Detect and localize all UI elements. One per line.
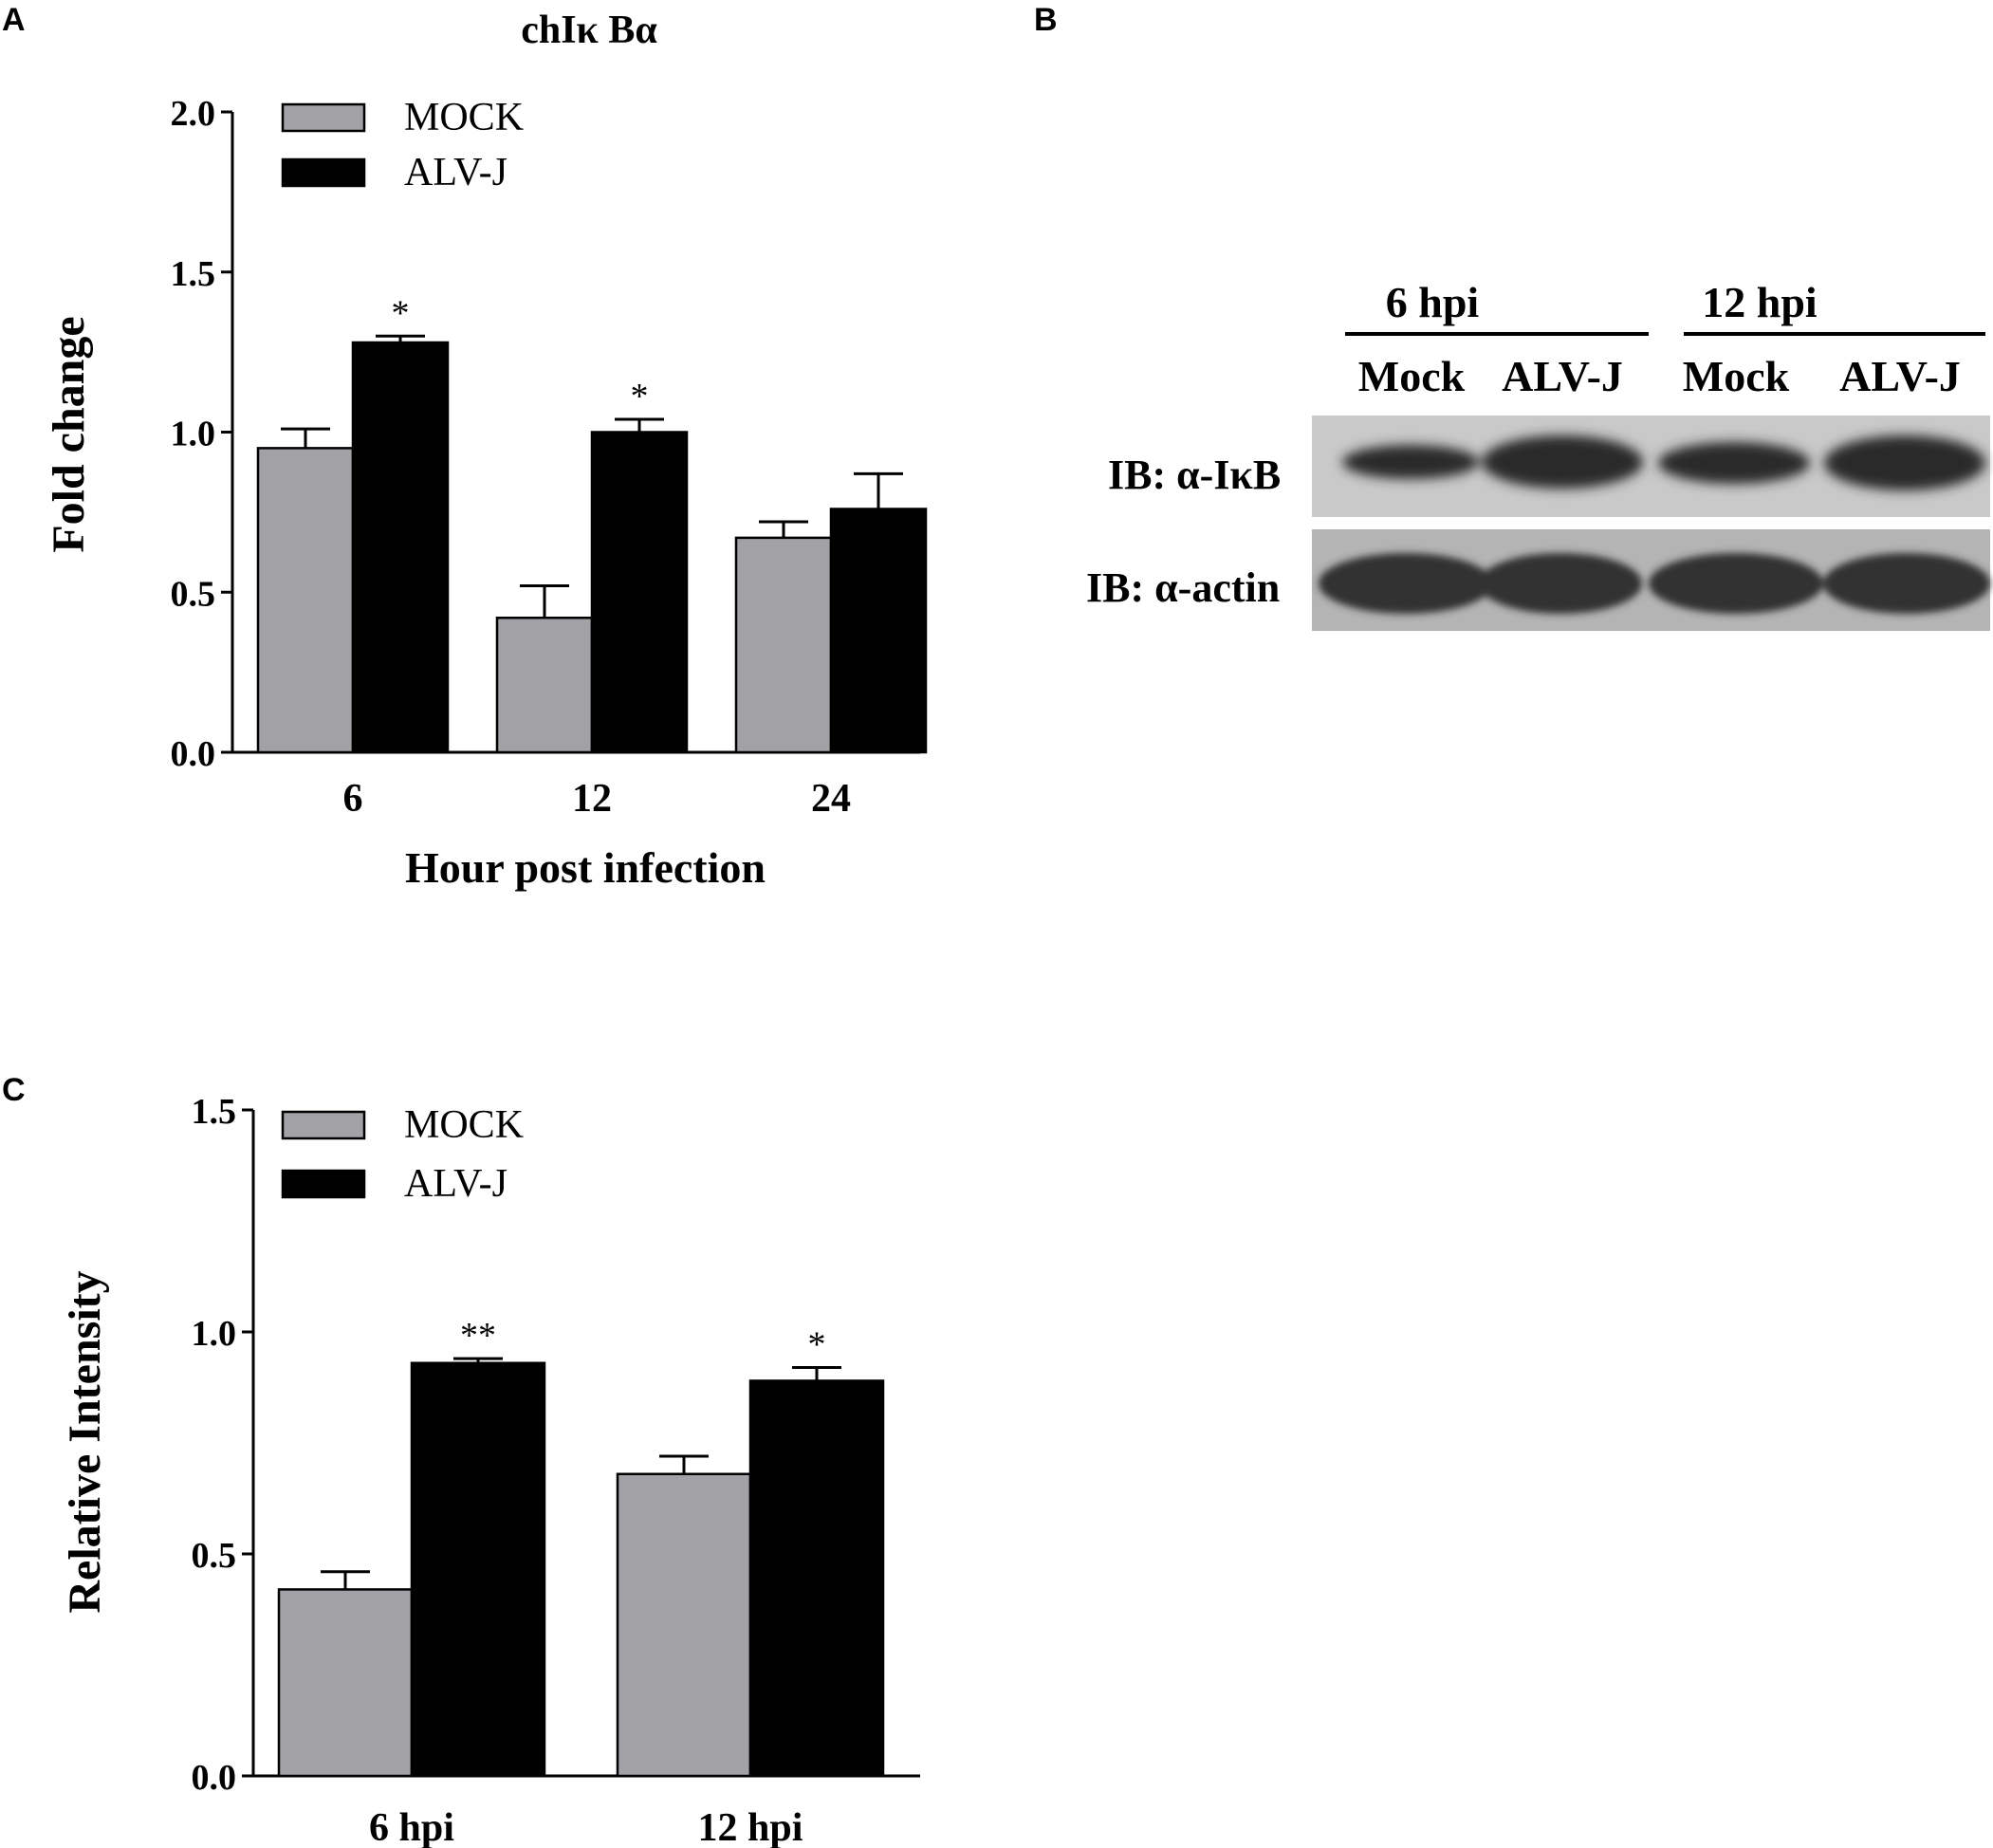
blot-lane-label-4: ALV-J [1839, 352, 1961, 400]
blot-group-label-6hpi: 6 hpi [1385, 278, 1480, 326]
band-actin-lane3 [1649, 553, 1823, 614]
significance-mark: * [808, 1324, 826, 1364]
legend-swatch-alv-j [281, 1169, 366, 1199]
band-actin-lane4 [1823, 553, 1990, 614]
bar-alv-j-0 [410, 1361, 546, 1778]
panel-letter-c: C [2, 1072, 26, 1108]
significance-mark: * [392, 293, 410, 333]
legend-label-alv-j: ALV-J [404, 1162, 507, 1206]
x-axis-label: Hour post infection [405, 843, 766, 892]
band-actin-lane1 [1319, 553, 1493, 614]
chart-a: 0.0 0.5 1.0 1.5 2.0 * 6 * 12 24 Hour post infectio… [44, 9, 928, 892]
legend-label-mock: MOCK [404, 96, 524, 139]
band-actin-lane2 [1479, 553, 1642, 614]
bar-alv-j-1 [748, 1379, 885, 1778]
significance-mark: * [631, 377, 649, 416]
bar-mock-0 [256, 447, 355, 754]
x-tick-label: 12 hpi [698, 1806, 803, 1848]
blot-group-line-12hpi [1684, 332, 1985, 336]
blot-lane-label-2: ALV-J [1502, 352, 1623, 400]
y-tick-label: 1.0 [171, 415, 216, 454]
blot-lane-label-1: Mock [1357, 352, 1466, 400]
band-ikb-lane3 [1658, 442, 1810, 484]
bar-alv-j-0 [351, 341, 450, 754]
band-ikb-lane4 [1824, 435, 1985, 490]
blot-lane-label-3: Mock [1682, 352, 1790, 400]
y-tick-label: 1.5 [171, 254, 216, 294]
bar-mock-0 [277, 1588, 414, 1778]
band-ikb-lane2 [1482, 435, 1643, 489]
y-tick-label: 0.5 [171, 574, 216, 614]
y-axis-label: Relative Intensity [60, 1270, 110, 1613]
blot-group-label-12hpi: 12 hpi [1702, 278, 1818, 326]
legend-label-mock: MOCK [404, 1103, 524, 1147]
y-axis-label: Fold change [44, 316, 94, 552]
legend-swatch-alv-j [281, 157, 366, 188]
legend-label-alv-j: ALV-J [404, 151, 507, 194]
x-tick-label: 12 [572, 777, 612, 821]
chart-c: 0.0 0.5 1.0 1.5 ** 6 hpi * 12 hpi Relative Inten… [60, 1092, 920, 1848]
y-tick-label: 0.5 [192, 1536, 237, 1576]
chart-title: chIκ Bα [521, 9, 657, 52]
y-tick-label: 1.5 [192, 1092, 237, 1132]
legend-swatch-mock [281, 102, 366, 133]
significance-mark: ** [460, 1316, 496, 1356]
panel-letter-a: A [2, 2, 26, 38]
band-ikb-lane1 [1342, 445, 1479, 479]
x-tick-label: 6 [343, 777, 363, 821]
x-tick-label: 6 hpi [369, 1806, 454, 1848]
blot-group-line-6hpi [1345, 332, 1649, 336]
panel-letter-b: B [1034, 2, 1058, 38]
blot-row-label-ikb: IB: α-IκB [1108, 452, 1282, 498]
y-tick-label: 2.0 [171, 94, 216, 134]
legend-swatch-mock [281, 1110, 366, 1140]
bar-alv-j-1 [590, 431, 689, 754]
blot-row-label-actin: IB: α-actin [1086, 564, 1281, 611]
x-tick-label: 24 [811, 777, 851, 821]
bar-mock-1 [616, 1472, 752, 1778]
y-tick-label: 0.0 [171, 734, 216, 774]
y-tick-label: 1.0 [192, 1314, 237, 1354]
y-tick-label: 0.0 [192, 1758, 237, 1798]
